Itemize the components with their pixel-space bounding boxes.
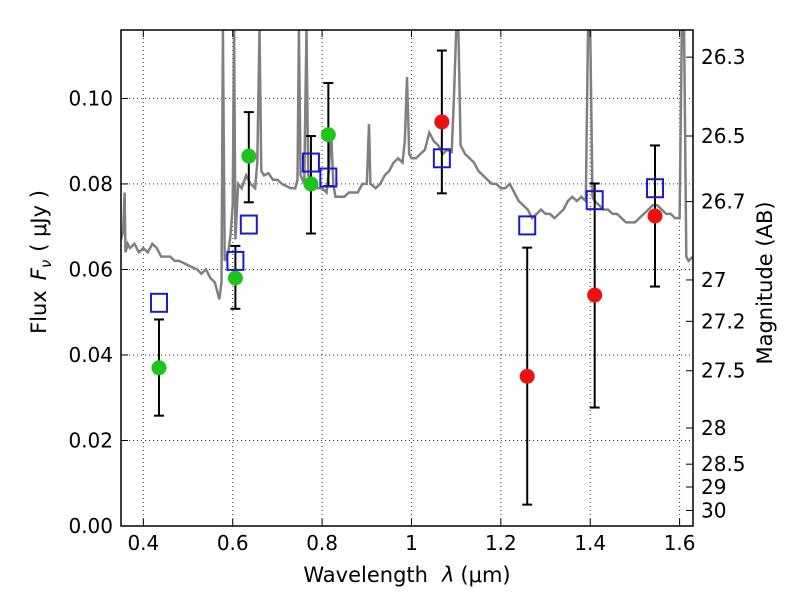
observed-point-green — [320, 127, 336, 143]
model-band-square — [585, 190, 604, 211]
observed-point-red — [519, 368, 535, 384]
x-tick-label: 0.4 — [127, 531, 159, 555]
magnitude-tick-label: 27 — [701, 268, 726, 292]
model-band-square — [646, 178, 665, 199]
magnitude-tick-label: 29 — [701, 475, 726, 499]
y-tick-label: 0.02 — [68, 428, 113, 452]
model-band-square — [301, 152, 320, 173]
y-tick-label: 0.00 — [68, 514, 113, 538]
plot-frame — [120, 29, 694, 527]
observed-point-red — [647, 208, 663, 224]
magnitude-tick-label: 27.2 — [701, 309, 746, 333]
x-axis-label: Wavelength λ (μm) — [303, 563, 510, 587]
x-tick-label: 1 — [405, 531, 418, 555]
x-axis: 0.4 0.6 0.8 1 1.2 1.4 1.6 — [127, 30, 696, 555]
observed-point-green — [227, 270, 243, 286]
observed-point-red — [434, 114, 450, 130]
magnitude-tick-label: 26.5 — [701, 124, 746, 148]
x-tick-label: 0.6 — [217, 531, 249, 555]
magnitude-tick-label: 26.7 — [701, 190, 746, 214]
magnitude-tick-label: 26.3 — [701, 45, 746, 69]
model-band-square — [518, 215, 537, 236]
model-band-square — [149, 292, 168, 313]
model-spectrum-line — [121, 30, 693, 300]
observed-point-green — [151, 360, 167, 376]
model-band-square — [432, 148, 451, 169]
y-tick-label: 0.06 — [68, 257, 113, 281]
x-tick-label: 1.4 — [574, 531, 606, 555]
data-points — [151, 114, 663, 384]
model-spectrum-layer — [121, 30, 693, 300]
observed-point-green — [303, 176, 319, 192]
model-band-square — [239, 214, 258, 235]
x-tick-label: 0.8 — [306, 531, 338, 555]
model-band-square — [226, 250, 245, 271]
magnitude-tick-label: 28 — [701, 416, 726, 440]
x-tick-label: 1.2 — [485, 531, 517, 555]
model-band-square — [319, 167, 338, 188]
observed-point-red — [587, 287, 603, 303]
magnitude-axis-label: Magnitude (AB) — [753, 201, 777, 364]
model-band-squares — [149, 148, 665, 313]
y-tick-label: 0.10 — [68, 86, 113, 110]
y-tick-label: 0.08 — [68, 172, 113, 196]
y-axis-label: FluxFν( μJy ) — [27, 190, 55, 334]
magnitude-tick-label: 30 — [701, 498, 726, 522]
observed-point-green — [241, 148, 257, 164]
y-axis: 0.00 0.02 0.04 0.06 0.08 0.10 — [68, 86, 128, 538]
magnitude-tick-label: 28.5 — [701, 452, 746, 476]
x-tick-label: 1.6 — [664, 531, 696, 555]
y-tick-label: 0.04 — [68, 343, 113, 367]
magnitude-tick-label: 27.5 — [701, 359, 746, 383]
